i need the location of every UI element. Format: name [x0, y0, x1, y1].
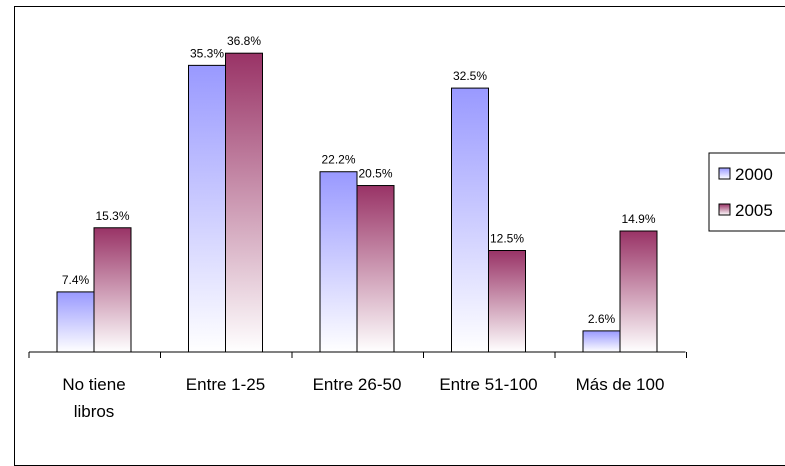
- category-label-2: Entre 26-50: [313, 375, 402, 394]
- data-label-2005-1: 36.8%: [227, 34, 261, 48]
- bar-2005-2: [356, 185, 395, 353]
- data-label-2000-4: 2.6%: [588, 312, 616, 326]
- legend-swatch-2005: [718, 203, 731, 216]
- bar-2000-2: [319, 171, 358, 353]
- legend: 2000 2005: [708, 152, 785, 232]
- category-label-3: Entre 51-100: [439, 375, 537, 394]
- bar-chart: 7.4% 15.3% 35.3%36.8% 22.2%20.5% 32.5% 12.5% 2…: [28, 34, 785, 421]
- bar-2005-4: [619, 230, 658, 353]
- data-label-2000-2: 22.2%: [321, 153, 355, 167]
- bar-2000-4: [582, 330, 621, 353]
- data-label-2005-4: 14.9%: [621, 212, 655, 226]
- data-label-2000-1: 35.3%: [190, 46, 224, 60]
- bar-2005-3: [488, 250, 526, 353]
- data-label-2000-3: 32.5%: [453, 69, 487, 83]
- data-label-2005-2: 20.5%: [358, 167, 392, 181]
- bar-2000-0: [56, 291, 95, 353]
- bar-2005-1: [225, 52, 263, 353]
- legend-box: [708, 152, 785, 232]
- legend-label-2005: 2005: [735, 201, 773, 220]
- data-label-2005-3: 12.5%: [490, 232, 524, 246]
- data-label-2005-0: 15.3%: [95, 209, 129, 223]
- category-label-0: No tiene libros: [62, 375, 125, 421]
- bar-2000-3: [451, 87, 489, 353]
- x-axis: [28, 351, 687, 358]
- category-label-1: Entre 1-25: [186, 375, 265, 394]
- legend-label-2000: 2000: [735, 165, 773, 184]
- data-label-2000-0: 7.4%: [62, 273, 90, 287]
- category-labels: No tiene libros Entre 1-25 Entre 26-50 Entre…: [62, 375, 664, 421]
- category-label-4: Más de 100: [576, 375, 665, 394]
- bar-2000-1: [188, 64, 226, 353]
- legend-swatch-2000: [718, 167, 731, 180]
- bar-2005-0: [93, 227, 132, 353]
- bars-group: 7.4% 15.3% 35.3%36.8% 22.2%20.5% 32.5% 12.5% 2…: [56, 34, 658, 353]
